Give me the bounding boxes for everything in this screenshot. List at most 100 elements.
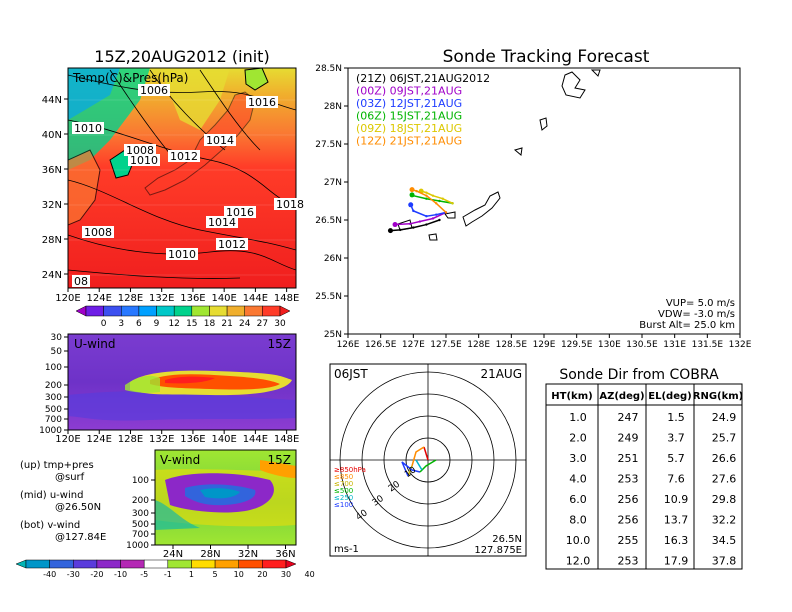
colorbar-swatch <box>103 305 122 317</box>
polar-date: 21AUG <box>480 367 522 381</box>
map-x-tick-label: 132E <box>149 293 174 304</box>
track-point <box>399 228 402 232</box>
track-x-tick-label: 131E <box>663 340 686 350</box>
polar-plot: 06JST 21AUG ≥850hPa≤850≤700≤500≤250≤100 … <box>329 363 527 557</box>
table-cell: 27.6 <box>712 473 737 486</box>
track-point <box>438 218 441 222</box>
table-cell: 13.7 <box>664 514 689 527</box>
note-line2: @26.50N <box>55 502 101 513</box>
u-x-tick-label: 148E <box>274 434 299 445</box>
track-legend-entry: (12Z) 21JST,21AUG <box>356 135 462 148</box>
table-cell: 7.6 <box>667 473 685 486</box>
colorbar-swatch <box>262 305 281 317</box>
polar-level-label: ≤500 <box>334 487 353 495</box>
wind-colorbar-tick-label: -10 <box>114 570 127 579</box>
isobar-label: 1016 <box>226 206 254 219</box>
track-y-tick-label: 27.5N <box>315 140 342 150</box>
isobar-label: 1012 <box>218 238 246 251</box>
track-x-tick-label: 128E <box>467 340 490 350</box>
u-x-tick-label: 132E <box>149 434 174 445</box>
track-x-tick-label: 129.5E <box>561 340 593 350</box>
track-point <box>435 202 438 205</box>
track-x-tick-label: 127E <box>402 340 425 350</box>
track-legend-entry: (00Z) 09JST,21AUG <box>356 85 462 98</box>
wind-colorbar-swatch <box>167 559 192 569</box>
wind-colorbar-tick-label: -30 <box>67 570 80 579</box>
u-x-tick-label: 120E <box>55 434 80 445</box>
u-wind-label: U-wind <box>74 337 115 351</box>
table-cell: 3.7 <box>667 432 685 445</box>
map-y-ticks: 24N 28N 32N 36N 40N 44N <box>42 95 68 281</box>
table-cell: 5.7 <box>667 452 685 465</box>
isobar-label: 1008 <box>126 144 154 157</box>
wind-colorbar-swatch <box>120 559 145 569</box>
cobra-table-title: Sonde Dir from COBRA <box>559 367 719 383</box>
track-point <box>441 197 444 200</box>
track-info-line: VUP= 5.0 m/s <box>666 298 735 309</box>
v-y-tick-label: 100 <box>132 476 149 486</box>
track-legend: (21Z) 06JST,21AUG2012(00Z) 09JST,21AUG(0… <box>356 72 490 148</box>
track-point <box>408 222 412 225</box>
track-point <box>387 228 393 234</box>
table-cell: 256 <box>618 514 639 527</box>
track-point <box>415 189 418 193</box>
table-cell: 6.0 <box>569 493 587 506</box>
track-point <box>412 209 415 213</box>
isobar-label-bg <box>216 238 248 250</box>
colorbar-tick-label: 15 <box>186 319 197 329</box>
wind-colorbar-swatch <box>238 559 263 569</box>
v-x-tick-label: 28N <box>200 549 220 560</box>
wind-colorbar-swatch <box>73 559 98 569</box>
wind-colorbar-swatch <box>191 559 216 569</box>
table-cell: 17.9 <box>664 555 689 568</box>
u-wind-panel: U-wind 15Z 120E 124E 128E 132E 136E 140E 144E 1… <box>39 333 299 445</box>
colorbar-swatch <box>85 305 104 317</box>
track-point <box>392 222 398 228</box>
map-x-ticks: 120E 124E 128E 132E 136E 140E 144E 148E <box>55 288 299 304</box>
colorbar-swatch <box>226 305 245 317</box>
u-y-tick-label: 1000 <box>39 426 62 436</box>
colorbar-arrow-right <box>279 305 291 317</box>
v-wind-time: 15Z <box>268 453 292 467</box>
isobar-label: 1010 <box>74 122 102 135</box>
colorbar-swatch <box>244 305 263 317</box>
isobar-label-bg <box>166 248 198 260</box>
table-cell: 10.0 <box>566 534 591 547</box>
wind-colorbar-arrow-right <box>285 559 297 569</box>
colorbar-arrow-left <box>75 305 87 317</box>
isobar-label-bg <box>204 134 236 146</box>
colorbar-swatch <box>173 305 193 317</box>
note-line2: @127.84E <box>55 532 106 543</box>
v-wind-x-ticks: 24N 28N 32N 36N <box>163 545 296 560</box>
table-cell: 2.0 <box>569 432 587 445</box>
table-cell: 1.0 <box>569 411 587 424</box>
map-y-tick-label: 44N <box>42 95 62 106</box>
track-y-tick-label: 25.5N <box>315 292 342 302</box>
colorbar-swatch <box>191 305 210 317</box>
table-cell: 25.7 <box>712 432 737 445</box>
u-x-tick-label: 128E <box>118 434 143 445</box>
table-cell: 247 <box>618 411 639 424</box>
wind-colorbar-tick-label: -5 <box>140 570 148 579</box>
table-cell: 1.5 <box>667 411 685 424</box>
track-point <box>425 191 428 194</box>
track-point <box>425 194 428 197</box>
isobar-label: 1016 <box>248 96 276 109</box>
polar-level-label: ≤700 <box>334 480 353 488</box>
table-cell: 32.2 <box>712 514 737 527</box>
track-y-tick-label: 26N <box>324 254 342 264</box>
map-x-tick-label: 140E <box>211 293 236 304</box>
polar-time: 06JST <box>334 367 368 381</box>
track-point <box>431 217 435 220</box>
track-x-tick-label: 129E <box>533 340 556 350</box>
v-wind-label: V-wind <box>160 453 200 467</box>
table-cell: 249 <box>618 432 639 445</box>
track-point <box>412 226 415 229</box>
note-line2: @surf <box>55 472 85 483</box>
colorbar-tick-label: 3 <box>118 319 124 329</box>
wind-colorbar-tick-label: 30 <box>281 570 291 579</box>
temperature-colorbar: 0 3 6 9 12 15 18 21 24 27 30 <box>75 305 291 329</box>
